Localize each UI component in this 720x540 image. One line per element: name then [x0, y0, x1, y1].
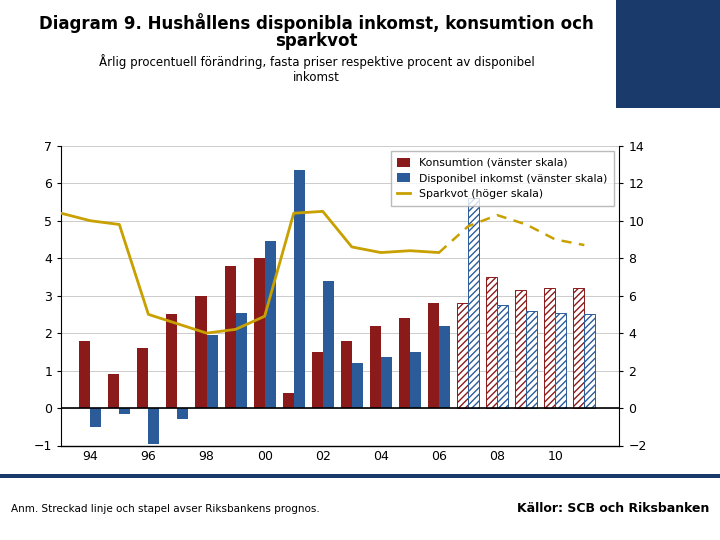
Text: sparkvot: sparkvot — [276, 32, 358, 50]
Bar — [138, 348, 148, 408]
Bar — [312, 352, 323, 408]
Bar — [294, 170, 305, 408]
Bar — [225, 266, 235, 408]
Bar — [265, 241, 276, 408]
Bar — [399, 318, 410, 408]
Bar — [79, 341, 90, 408]
Bar — [439, 326, 450, 408]
Text: RIKSBANK: RIKSBANK — [646, 92, 683, 97]
Bar — [457, 303, 468, 408]
Text: SVERIGES: SVERIGES — [647, 84, 682, 89]
Bar — [148, 408, 159, 444]
Bar — [341, 341, 352, 408]
Bar — [555, 313, 567, 408]
Bar — [120, 408, 130, 414]
Bar — [166, 314, 177, 408]
Text: Diagram 9. Hushållens disponibla inkomst, konsumtion och: Diagram 9. Hushållens disponibla inkomst… — [40, 14, 594, 33]
Bar — [428, 303, 439, 408]
Bar — [235, 313, 247, 408]
Bar — [207, 335, 217, 408]
Text: Årlig procentuell förändring, fasta priser respektive procent av disponibel
inko: Årlig procentuell förändring, fasta pris… — [99, 54, 535, 84]
Bar — [323, 281, 334, 408]
Bar — [352, 363, 363, 408]
Bar — [253, 258, 265, 408]
Bar — [468, 198, 479, 408]
Bar — [177, 408, 189, 419]
Bar — [573, 288, 585, 408]
Bar — [410, 352, 421, 408]
Text: Källor: SCB och Riksbanken: Källor: SCB och Riksbanken — [517, 502, 709, 515]
Bar — [283, 393, 294, 408]
Bar — [544, 288, 555, 408]
Legend: Konsumtion (vänster skala), Disponibel inkomst (vänster skala), Sparkvot (höger : Konsumtion (vänster skala), Disponibel i… — [391, 151, 613, 206]
Bar — [486, 277, 497, 408]
Bar — [370, 326, 381, 408]
Text: Anm. Streckad linje och stapel avser Riksbankens prognos.: Anm. Streckad linje och stapel avser Rik… — [11, 504, 320, 514]
Bar — [90, 408, 102, 427]
Bar — [381, 357, 392, 408]
Bar — [108, 374, 120, 408]
Bar — [195, 295, 207, 408]
Bar — [515, 290, 526, 408]
Bar — [526, 310, 537, 408]
Bar — [497, 305, 508, 408]
Bar — [585, 314, 595, 408]
